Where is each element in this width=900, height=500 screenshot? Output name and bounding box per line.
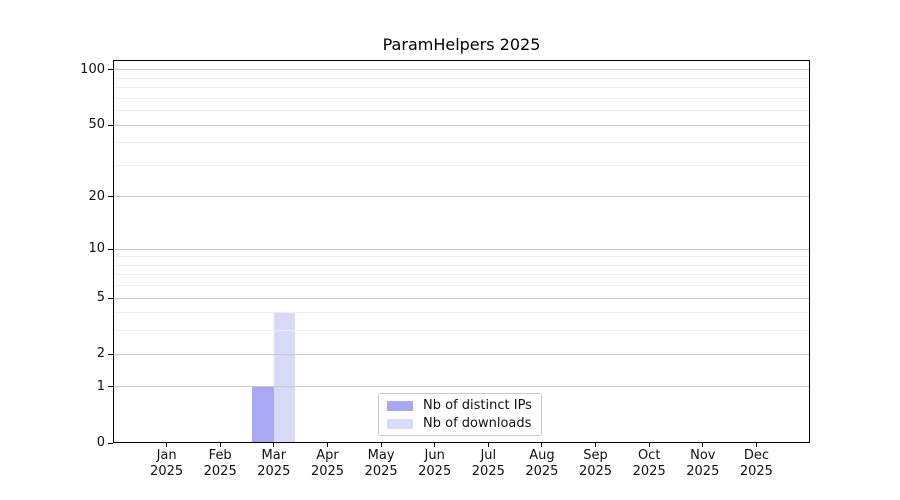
x-label-month: Oct	[637, 448, 661, 463]
x-tick-mark-mar	[273, 443, 275, 447]
x-tick-label-sep-2025: Sep 2025	[569, 448, 623, 480]
x-tick-mark-oct	[648, 443, 650, 447]
x-tick-mark-jul	[487, 443, 489, 447]
y-tick-label-10: 10	[88, 241, 105, 257]
y-tick-mark-1	[108, 386, 113, 388]
x-label-year: 2025	[364, 464, 398, 479]
x-tick-label-aug-2025: Aug 2025	[515, 448, 569, 480]
minor-gridline-40	[114, 142, 809, 144]
x-label-month: Jun	[424, 448, 445, 463]
x-label-month: Aug	[529, 448, 555, 463]
x-tick-mark-dec	[755, 443, 757, 447]
bar-nb-of-downloads-mar-2025	[273, 312, 296, 443]
major-gridline-1	[114, 386, 809, 388]
legend-item-downloads: Nb of downloads	[387, 416, 533, 431]
y-tick-label-0: 0	[96, 435, 105, 450]
chart-title: ParamHelpers 2025	[382, 35, 541, 54]
x-label-month: Sep	[583, 448, 608, 463]
major-gridline-100	[114, 69, 809, 71]
y-tick-mark-20	[108, 196, 113, 198]
x-label-year: 2025	[739, 464, 773, 479]
x-label-year: 2025	[257, 464, 291, 479]
x-tick-label-feb-2025: Feb 2025	[193, 448, 247, 480]
major-gridline-10	[114, 248, 809, 250]
minor-gridline-70	[114, 97, 809, 99]
x-label-month: Mar	[261, 448, 287, 463]
major-gridline-5	[114, 297, 809, 299]
y-tick-mark-100	[108, 69, 113, 71]
y-tick-label-2: 2	[96, 346, 105, 362]
x-tick-mark-nov	[702, 443, 704, 447]
minor-gridline-3	[114, 330, 809, 332]
major-gridline-20	[114, 196, 809, 198]
x-tick-label-jun-2025: Jun 2025	[408, 448, 462, 480]
x-label-month: May	[367, 448, 395, 463]
minor-gridline-60	[114, 110, 809, 112]
y-tick-mark-50	[108, 124, 113, 126]
legend-swatch-downloads	[387, 418, 413, 429]
x-label-year: 2025	[418, 464, 452, 479]
x-tick-label-mar-2025: Mar 2025	[247, 448, 301, 480]
x-tick-label-apr-2025: Apr 2025	[301, 448, 355, 480]
x-tick-mark-jun	[434, 443, 436, 447]
x-tick-mark-jan	[166, 443, 168, 447]
minor-gridline-30	[114, 164, 809, 166]
x-label-month: Jul	[480, 448, 497, 463]
x-label-year: 2025	[150, 464, 184, 479]
x-tick-label-dec-2025: Dec 2025	[729, 448, 783, 480]
minor-gridline-80	[114, 87, 809, 89]
x-label-year: 2025	[525, 464, 559, 479]
minor-gridline-8	[114, 264, 809, 266]
x-label-month: Dec	[743, 448, 769, 463]
x-label-month: Feb	[208, 448, 232, 463]
x-label-month: Nov	[690, 448, 716, 463]
x-label-year: 2025	[686, 464, 720, 479]
x-label-month: Apr	[316, 448, 339, 463]
x-tick-mark-aug	[541, 443, 543, 447]
legend-label-distinct-ips: Nb of distinct IPs	[423, 398, 532, 413]
minor-gridline-7	[114, 274, 809, 276]
x-tick-mark-may	[380, 443, 382, 447]
y-tick-label-5: 5	[96, 290, 105, 306]
legend: Nb of distinct IPs Nb of downloads	[378, 393, 542, 436]
y-tick-label-100: 100	[80, 61, 105, 77]
minor-gridline-4	[114, 312, 809, 314]
y-tick-mark-10	[108, 248, 113, 250]
x-tick-mark-feb	[219, 443, 221, 447]
major-gridline-2	[114, 353, 809, 355]
y-tick-mark-5	[108, 297, 113, 299]
minor-gridline-6	[114, 285, 809, 287]
major-gridline-50	[114, 124, 809, 126]
x-tick-mark-sep	[595, 443, 596, 447]
x-tick-label-nov-2025: Nov 2025	[676, 448, 730, 480]
x-tick-label-may-2025: May 2025	[354, 448, 408, 480]
y-tick-mark-0	[108, 442, 113, 444]
y-tick-mark-2	[108, 353, 113, 355]
y-tick-label-1: 1	[96, 378, 105, 394]
x-tick-label-jan-2025: Jan 2025	[140, 448, 194, 480]
minor-gridline-9	[114, 256, 809, 258]
x-label-month: Jan	[156, 448, 177, 463]
minor-gridline-90	[114, 77, 809, 79]
x-label-year: 2025	[310, 464, 345, 479]
y-tick-label-50: 50	[88, 117, 105, 132]
x-label-year: 2025	[632, 464, 666, 479]
x-label-year: 2025	[578, 464, 613, 479]
x-tick-label-jul-2025: Jul 2025	[461, 448, 515, 480]
x-tick-mark-apr	[327, 443, 328, 447]
y-tick-label-20: 20	[88, 188, 105, 204]
x-label-year: 2025	[471, 464, 505, 479]
x-label-year: 2025	[203, 464, 237, 479]
legend-swatch-distinct-ips	[387, 400, 413, 411]
bar-nb-of-distinct-ips-mar-2025	[252, 386, 274, 443]
legend-item-distinct-ips: Nb of distinct IPs	[387, 398, 533, 413]
x-tick-label-oct-2025: Oct 2025	[622, 448, 676, 480]
legend-label-downloads: Nb of downloads	[423, 416, 532, 431]
